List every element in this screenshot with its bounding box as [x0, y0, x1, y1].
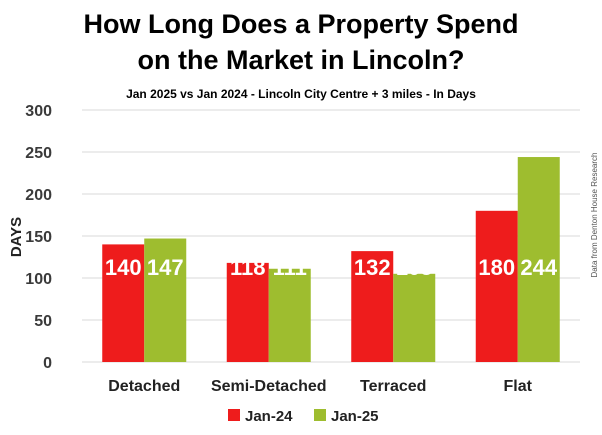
bar [226, 262, 269, 362]
bar-value-label: 132 [354, 255, 391, 280]
y-tick-label: 150 [25, 229, 52, 246]
x-category-label: Terraced [360, 378, 426, 395]
chart-title-line-2: on the Market in Lincoln? [137, 45, 464, 75]
bar [517, 157, 560, 362]
legend-label: Jan-24 [245, 408, 293, 425]
x-category-label: Detached [108, 378, 180, 395]
x-axis-categories: Detached Semi-Detached Terraced Flat [108, 378, 532, 395]
y-tick-label: 50 [34, 313, 52, 330]
bar-value-label: 105 [396, 255, 433, 280]
bar [475, 210, 518, 362]
bar [351, 251, 394, 362]
chart-subtitle: Jan 2025 vs Jan 2024 - Lincoln City Cent… [126, 87, 476, 101]
bar [393, 273, 436, 362]
legend-label: Jan-25 [331, 408, 379, 425]
y-tick-label: 200 [25, 187, 52, 204]
bar [102, 244, 145, 362]
legend-swatch [314, 409, 326, 421]
bar-value-label: 111 [273, 255, 307, 280]
x-category-label: Flat [504, 378, 533, 395]
bar-value-label: 180 [478, 255, 515, 280]
y-axis-ticks: 0 50 100 150 200 250 300 [25, 103, 52, 372]
chart-title-line-1: How Long Does a Property Spend [83, 9, 518, 39]
y-tick-label: 100 [25, 271, 52, 288]
bar-value-label: 118 [230, 255, 266, 280]
source-note: Data from Denton House Research [590, 153, 599, 278]
y-axis-label: DAYS [8, 217, 25, 257]
bar-value-label: 244 [520, 255, 557, 280]
bar-value-label: 147 [147, 255, 184, 280]
legend: Jan-24 Jan-25 [228, 408, 379, 425]
bar [144, 238, 187, 362]
y-tick-label: 250 [25, 145, 52, 162]
legend-swatch [228, 409, 240, 421]
x-category-label: Semi-Detached [211, 378, 327, 395]
bar [268, 268, 311, 362]
bars: 140 147 118 111 132 105 180 244 [102, 157, 560, 362]
bar-value-label: 140 [105, 255, 142, 280]
y-tick-label: 300 [25, 103, 52, 120]
y-tick-label: 0 [43, 355, 52, 372]
